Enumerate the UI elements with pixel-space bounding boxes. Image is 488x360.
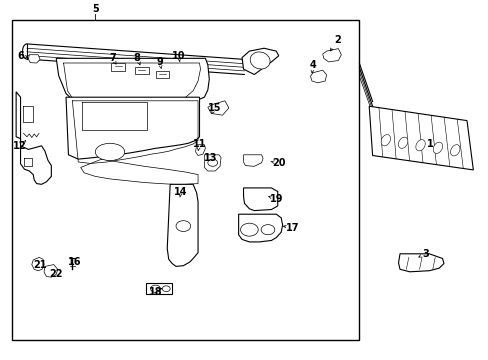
Text: 18: 18	[148, 287, 162, 297]
Ellipse shape	[432, 142, 442, 153]
Polygon shape	[16, 92, 51, 184]
Polygon shape	[56, 58, 209, 113]
Polygon shape	[243, 188, 277, 211]
Circle shape	[240, 223, 258, 236]
Circle shape	[261, 225, 274, 235]
Text: 13: 13	[203, 153, 217, 163]
Text: 17: 17	[285, 222, 299, 233]
Polygon shape	[66, 97, 199, 159]
Ellipse shape	[380, 135, 390, 146]
Text: 5: 5	[92, 4, 99, 14]
Polygon shape	[322, 49, 341, 62]
Text: 9: 9	[156, 57, 163, 67]
Polygon shape	[145, 283, 172, 294]
Polygon shape	[195, 145, 205, 156]
Ellipse shape	[449, 145, 459, 156]
Circle shape	[207, 159, 217, 166]
Bar	[111, 63, 125, 71]
Polygon shape	[242, 48, 278, 75]
Text: 21: 21	[33, 260, 47, 270]
Polygon shape	[238, 214, 282, 242]
Polygon shape	[368, 106, 472, 170]
Ellipse shape	[398, 137, 407, 148]
Text: 12: 12	[13, 141, 26, 151]
Text: 22: 22	[49, 269, 63, 279]
Polygon shape	[207, 101, 228, 115]
Text: 6: 6	[17, 51, 24, 61]
Circle shape	[150, 285, 160, 292]
Text: 11: 11	[192, 139, 206, 149]
Ellipse shape	[415, 140, 425, 151]
Text: 7: 7	[109, 53, 116, 63]
Circle shape	[162, 286, 170, 292]
Text: 15: 15	[208, 103, 222, 113]
Polygon shape	[243, 155, 263, 166]
Ellipse shape	[95, 143, 124, 161]
Text: 3: 3	[421, 249, 428, 259]
Polygon shape	[28, 55, 40, 63]
Bar	[155, 71, 169, 78]
Polygon shape	[167, 184, 198, 266]
Text: 16: 16	[67, 257, 81, 267]
Text: 8: 8	[133, 53, 140, 63]
Text: 19: 19	[269, 194, 283, 204]
Polygon shape	[44, 265, 58, 277]
Text: 14: 14	[174, 186, 187, 197]
Text: 20: 20	[271, 158, 285, 168]
Polygon shape	[32, 257, 44, 271]
Text: 1: 1	[426, 139, 433, 149]
Bar	[135, 67, 148, 74]
Ellipse shape	[250, 52, 269, 69]
Text: 4: 4	[309, 60, 316, 70]
Polygon shape	[204, 155, 221, 171]
Bar	[12, 20, 359, 340]
Text: 10: 10	[171, 51, 185, 61]
Circle shape	[176, 221, 190, 231]
Polygon shape	[398, 254, 443, 272]
Polygon shape	[310, 70, 326, 83]
Text: 2: 2	[333, 35, 340, 45]
